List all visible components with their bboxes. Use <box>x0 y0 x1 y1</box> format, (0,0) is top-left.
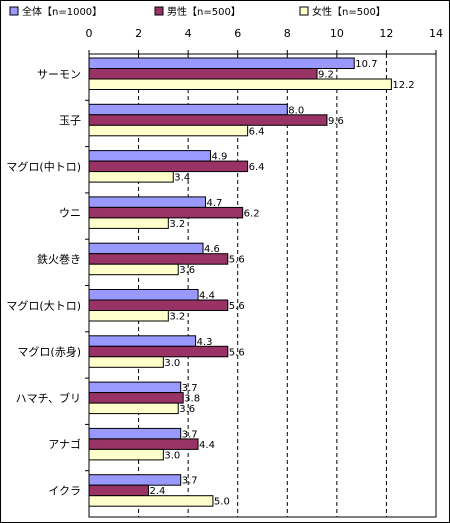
bar-8-2 <box>88 448 164 461</box>
category-label-6: マグロ(赤身) <box>17 345 81 359</box>
value-label-9-1: 2.4 <box>149 486 165 497</box>
tick-label-4: 8 <box>284 27 291 40</box>
bar-8-0 <box>88 427 182 440</box>
value-label-3-1: 6.2 <box>244 208 260 219</box>
tick-label-1: 2 <box>135 27 142 40</box>
bar-4-1 <box>88 253 229 265</box>
value-label-6-0: 4.3 <box>197 337 213 348</box>
bar-9-0 <box>88 474 182 486</box>
bar-2-2 <box>88 171 174 183</box>
value-label-5-2: 3.2 <box>169 312 185 323</box>
value-label-2-1: 6.4 <box>249 162 265 173</box>
bar-5-0 <box>88 289 199 301</box>
value-label-2-2: 3.4 <box>174 173 190 184</box>
bar-9-2 <box>88 495 214 507</box>
category-label-5: マグロ(大トロ) <box>6 298 81 312</box>
value-label-3-0: 4.7 <box>206 198 222 209</box>
category-label-1: 玉子 <box>59 114 81 127</box>
tick-label-2: 4 <box>185 27 192 40</box>
bar-3-2 <box>88 217 169 229</box>
value-label-4-0: 4.6 <box>204 244 220 255</box>
bar-7-0 <box>88 381 182 394</box>
category-label-4: 鉄火巻き <box>37 252 81 266</box>
bar-3-0 <box>88 196 206 208</box>
value-label-6-2: 3.0 <box>164 358 180 369</box>
category-label-3: ウニ <box>59 207 81 220</box>
bar-2-1 <box>88 160 249 173</box>
value-label-9-2: 5.0 <box>214 497 230 508</box>
tick-label-3: 6 <box>234 27 241 40</box>
bar-6-1 <box>88 345 229 358</box>
value-label-0-1: 9.2 <box>318 70 334 81</box>
legend-label-1: 男性【n=500】 <box>167 5 241 18</box>
bar-8-1 <box>88 438 199 450</box>
value-label-7-0: 3.7 <box>182 383 198 394</box>
value-label-7-1: 3.8 <box>184 394 200 405</box>
value-label-8-1: 4.4 <box>199 440 215 451</box>
bar-4-0 <box>88 242 204 255</box>
bar-4-2 <box>88 263 179 276</box>
value-label-4-2: 3.6 <box>179 265 195 276</box>
tick-label-5: 10 <box>330 27 344 40</box>
bar-9-1 <box>88 484 149 497</box>
bar-1-0 <box>88 103 288 116</box>
category-label-2: マグロ(中トロ) <box>6 159 81 173</box>
bar-5-2 <box>88 310 169 322</box>
legend-swatch-1 <box>154 6 164 16</box>
category-label-9: イクラ <box>48 484 81 497</box>
plot-area: 0 2 4 6 8 10 12 14 10.7 9.2 12.2 サーモン 8.0 9.6 6.4 玉子 4.9… <box>6 27 443 518</box>
value-label-0-2: 12.2 <box>392 80 414 91</box>
value-label-6-1: 5.6 <box>229 347 245 358</box>
bar-1-2 <box>88 124 249 137</box>
legend-swatch-0 <box>9 6 19 16</box>
bar-5-1 <box>88 299 229 311</box>
bar-7-1 <box>88 392 184 404</box>
value-label-2-0: 4.9 <box>211 152 227 163</box>
legend-label-2: 女性【n=500】 <box>312 5 386 18</box>
bar-2-0 <box>88 150 211 162</box>
legend: 全体【n=1000】 男性【n=500】 女性【n=500】 <box>9 5 386 18</box>
value-label-1-2: 6.4 <box>249 126 265 137</box>
bar-7-2 <box>88 402 179 415</box>
value-label-8-2: 3.0 <box>164 450 180 461</box>
category-label-7: ハマチ、ブリ <box>16 391 81 405</box>
value-label-5-0: 4.4 <box>199 291 215 302</box>
tick-label-7: 14 <box>429 27 443 40</box>
legend-label-0: 全体【n=1000】 <box>22 5 102 18</box>
bar-3-1 <box>88 206 244 219</box>
plot-border <box>88 53 437 518</box>
tick-label-0: 0 <box>86 27 93 40</box>
value-label-7-2: 3.6 <box>179 404 195 415</box>
bar-0-2 <box>88 78 392 90</box>
value-label-1-1: 9.6 <box>328 116 344 127</box>
bar-6-2 <box>88 356 164 368</box>
category-label-0: サーモン <box>37 68 81 81</box>
value-label-1-0: 8.0 <box>288 105 304 116</box>
category-label-8: アナゴ <box>48 437 81 451</box>
value-label-0-0: 10.7 <box>355 59 377 70</box>
value-label-5-1: 5.6 <box>229 301 245 312</box>
value-label-9-0: 3.7 <box>182 476 198 487</box>
value-label-4-1: 5.6 <box>229 255 245 266</box>
bar-6-0 <box>88 335 197 347</box>
bar-1-1 <box>88 114 328 126</box>
bar-0-1 <box>88 68 318 80</box>
tick-label-6: 12 <box>379 27 393 40</box>
value-label-3-2: 3.2 <box>169 219 185 230</box>
value-label-8-0: 3.7 <box>182 429 198 440</box>
legend-swatch-2 <box>299 6 309 16</box>
bar-0-0 <box>88 57 355 69</box>
